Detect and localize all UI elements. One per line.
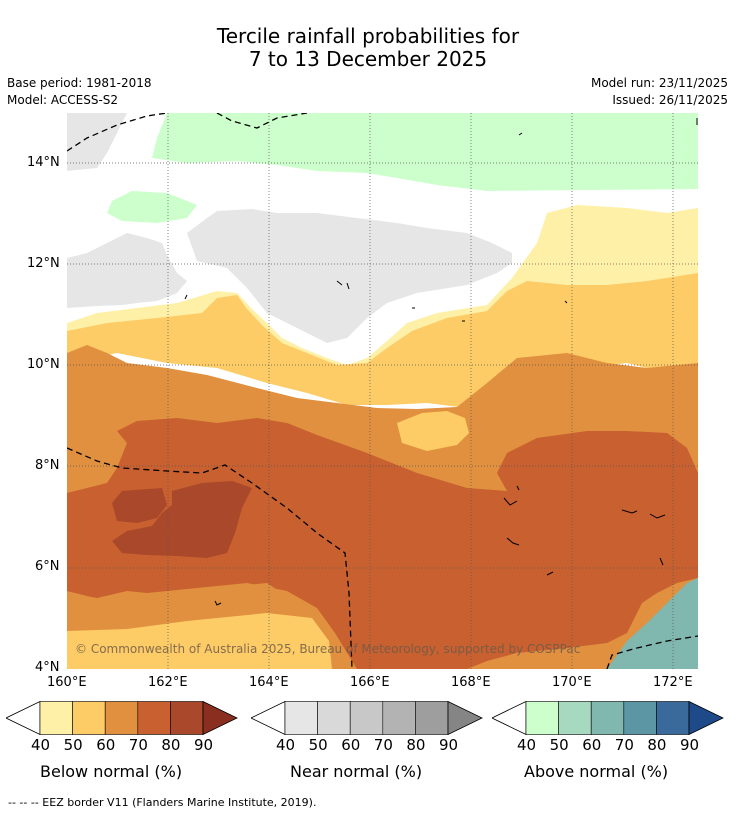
- colorbar-segment: [525, 701, 559, 735]
- colorbar-segment: [284, 701, 318, 735]
- colorbar-tick-label: 40: [31, 736, 51, 754]
- colorbar-segment: [72, 701, 106, 735]
- colorbar-tick-label: 90: [439, 736, 459, 754]
- colorbar-segment: [349, 701, 384, 735]
- colorbar-tick-label: 70: [373, 736, 393, 754]
- colorbar-extend-high: [688, 701, 724, 735]
- colorbar-extend-low: [251, 701, 286, 735]
- colorbar-tick-label: 80: [161, 736, 181, 754]
- eez-borders: [67, 113, 698, 669]
- colorbar-extend-high: [447, 701, 483, 735]
- lon-tick-170: 170°E: [552, 675, 592, 690]
- lat-tick-6: 6°N: [35, 559, 60, 574]
- colorbar-extend-low: [6, 701, 41, 735]
- lon-tick-160: 160°E: [47, 675, 87, 690]
- below-normal-80-patch-main: [112, 481, 252, 558]
- colorbar-tick-label: 80: [406, 736, 426, 754]
- colorbar-tick-label: 80: [647, 736, 667, 754]
- map-panel: © Commonwealth of Australia 2025, Bureau…: [67, 113, 698, 669]
- below-normal-70-band: [67, 418, 698, 669]
- above-normal-region-north: [152, 113, 698, 191]
- base-period: Base period: 1981-2018: [7, 76, 152, 90]
- eez-footnote: -- -- -- EEZ border V11 (Flanders Marine…: [8, 796, 317, 809]
- colorbar-segment: [623, 701, 657, 735]
- colorbar-segment: [104, 701, 139, 735]
- copyright-text: © Commonwealth of Australia 2025, Bureau…: [75, 642, 580, 656]
- colorbar-label-above: Above normal (%): [524, 762, 669, 781]
- map-title-line1: Tercile rainfall probabilities for: [216, 24, 520, 48]
- graticule: [67, 113, 698, 669]
- lon-tick-172: 172°E: [653, 675, 693, 690]
- lon-tick-162: 162°E: [148, 675, 188, 690]
- issued-date: Issued: 26/11/2025: [612, 93, 728, 107]
- colorbar-tick-label: 50: [549, 736, 569, 754]
- colorbar-extend-low: [492, 701, 527, 735]
- lon-tick-168: 168°E: [451, 675, 491, 690]
- lat-tick-8: 8°N: [35, 458, 60, 473]
- colorbar-tick-label: 90: [680, 736, 700, 754]
- below-normal-50-island: [397, 411, 469, 451]
- colorbar-tick-label: 60: [582, 736, 602, 754]
- colorbar-tick-label: 40: [276, 736, 296, 754]
- above-normal-region-west: [107, 191, 197, 223]
- colorbar-tick-label: 60: [341, 736, 361, 754]
- colorbar-near-normal: [251, 701, 483, 735]
- lon-tick-166: 166°E: [350, 675, 390, 690]
- colorbar-tick-label: 50: [308, 736, 328, 754]
- colorbar-tick-label: 40: [517, 736, 537, 754]
- colorbar-below-normal: [6, 701, 238, 735]
- colorbar-segment: [590, 701, 625, 735]
- colorbar-tick-label: 70: [614, 736, 634, 754]
- colorbar-tick-label: 60: [96, 736, 116, 754]
- lat-tick-10: 10°N: [27, 357, 60, 372]
- colorbar-segment: [558, 701, 592, 735]
- lon-tick-164: 164°E: [249, 675, 289, 690]
- colorbar-tick-label: 90: [194, 736, 214, 754]
- colorbar-segment: [317, 701, 351, 735]
- lat-tick-12: 12°N: [27, 256, 60, 271]
- lat-tick-4: 4°N: [35, 660, 60, 675]
- colorbar-extend-high: [202, 701, 238, 735]
- above-normal-region-southeast: [607, 578, 698, 669]
- colorbar-segment: [415, 701, 449, 735]
- colorbar-segment: [656, 701, 690, 735]
- near-normal-region-center: [187, 209, 512, 343]
- colorbar-segment: [39, 701, 73, 735]
- colorbar-label-below: Below normal (%): [40, 762, 183, 781]
- below-normal-80-patch: [112, 488, 167, 523]
- atolls: [184, 118, 698, 606]
- below-normal-50-south: [67, 613, 332, 669]
- model-run: Model run: 23/11/2025: [590, 76, 728, 90]
- near-normal-region-west: [67, 233, 187, 308]
- colorbar-tick-label: 50: [63, 736, 83, 754]
- colorbar-above-normal: [492, 701, 724, 735]
- colorbar-label-near: Near normal (%): [290, 762, 423, 781]
- colorbar-segment: [382, 701, 416, 735]
- lat-tick-14: 14°N: [27, 155, 60, 170]
- colorbar-segment: [170, 701, 204, 735]
- model-name: Model: ACCESS-S2: [7, 93, 119, 107]
- colorbar-segment: [137, 701, 171, 735]
- map-title-line2: 7 to 13 December 2025: [248, 47, 488, 71]
- colorbar-tick-label: 70: [128, 736, 148, 754]
